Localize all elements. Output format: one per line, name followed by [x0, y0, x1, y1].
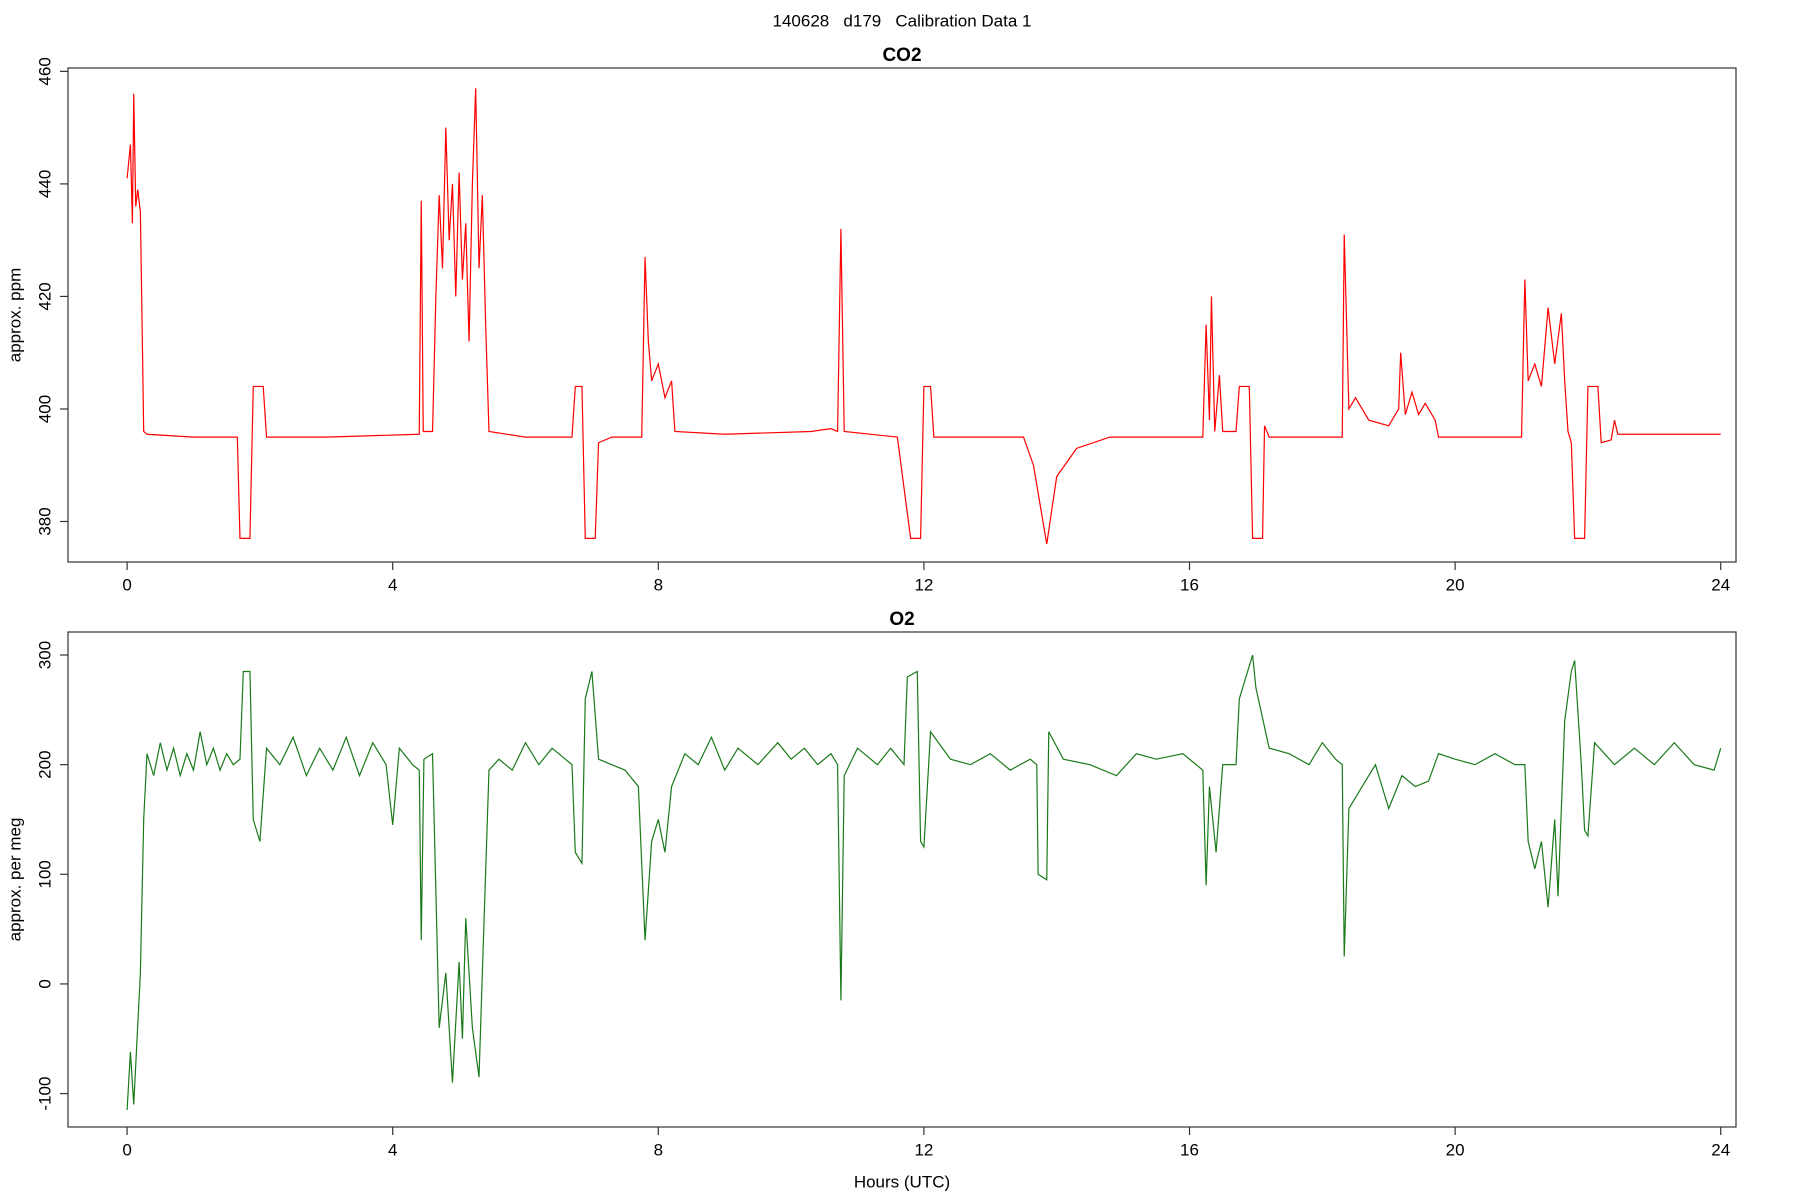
y-tick-label: 420 [35, 282, 54, 310]
x-tick-label: 4 [388, 575, 397, 594]
page-title: 140628 d179 Calibration Data 1 [773, 11, 1032, 30]
y-axis-label: approx. ppm [5, 268, 24, 363]
y-tick-label: 460 [35, 57, 54, 85]
x-tick-label: 0 [122, 575, 131, 594]
y-tick-label: 400 [35, 395, 54, 423]
x-tick-label: 12 [914, 1140, 933, 1159]
x-tick-label: 8 [654, 575, 663, 594]
y-tick-label: 300 [35, 641, 54, 669]
x-tick-label: 20 [1446, 575, 1465, 594]
plot-frame [67, 67, 1737, 563]
x-tick-label: 24 [1711, 1140, 1730, 1159]
x-tick-label: 4 [388, 1140, 397, 1159]
x-tick-label: 24 [1711, 575, 1730, 594]
x-tick-label: 12 [914, 575, 933, 594]
x-tick-label: 8 [654, 1140, 663, 1159]
plot-frame [67, 631, 1737, 1128]
y-tick-label: 440 [35, 170, 54, 198]
y-tick-label: 380 [35, 507, 54, 535]
y-axis-label: approx. per meg [5, 818, 24, 942]
chart-title: CO2 [882, 45, 921, 66]
chart-title: O2 [889, 609, 914, 630]
x-tick-label: 16 [1180, 1140, 1199, 1159]
y-tick-label: 100 [35, 860, 54, 888]
y-tick-label: 0 [35, 979, 54, 988]
y-tick-label: -100 [35, 1077, 54, 1111]
x-tick-label: 16 [1180, 575, 1199, 594]
x-tick-label: 20 [1446, 1140, 1465, 1159]
data-line [126, 88, 1721, 545]
x-axis-label: Hours (UTC) [854, 1172, 950, 1191]
y-tick-label: 200 [35, 750, 54, 778]
data-line [126, 654, 1722, 1111]
x-tick-label: 0 [122, 1140, 131, 1159]
